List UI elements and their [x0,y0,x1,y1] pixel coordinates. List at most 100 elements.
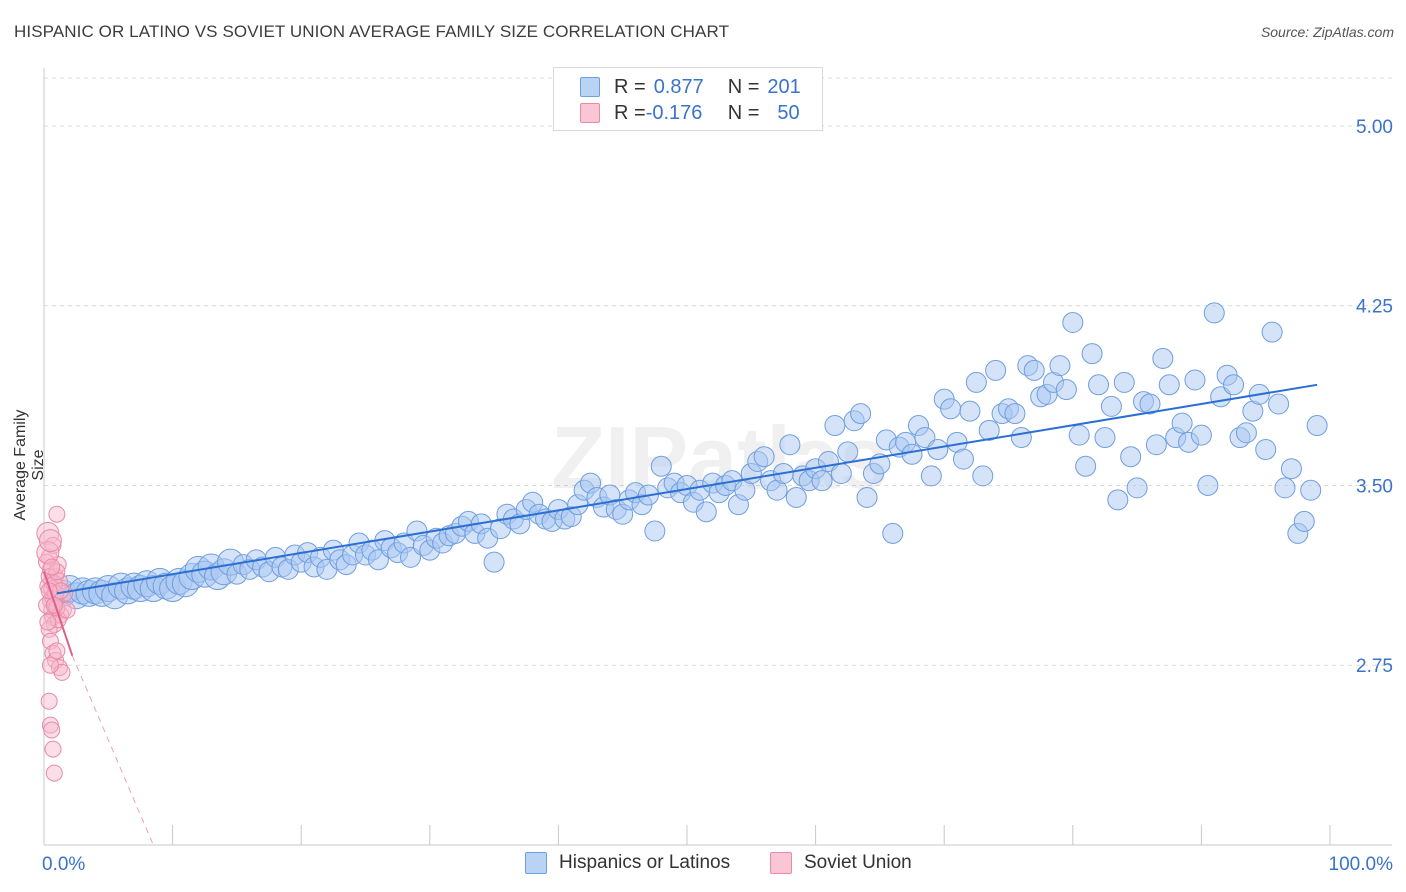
data-point-hispanic [1190,424,1212,446]
legend-n-label: N = [727,101,760,124]
y-tick-label: 5.00 [1356,117,1393,138]
data-point-hispanic [785,486,807,508]
correlation-legend: R = 0.877 N = 201 R = -0.176 N = 50 [553,67,823,131]
legend-swatch-pink [770,852,792,874]
data-point-hispanic [1094,427,1116,449]
data-point-hispanic [856,486,878,508]
data-point-hispanic [985,359,1007,381]
legend-n-value: 50 [777,101,800,124]
trend-lines [43,383,1318,846]
legend-label: Soviet Union [804,852,912,873]
data-point-soviet [48,505,66,523]
legend-row-hispanic: R = 0.877 N = 201 [580,74,801,100]
data-point-soviet [40,692,58,710]
data-point-hispanic [914,427,936,449]
data-point-hispanic [1081,343,1103,365]
trend-line-soviet [43,571,74,656]
legend-r-value: -0.176 [645,101,703,124]
data-point-soviet [38,529,62,553]
data-point-hispanic [1280,458,1302,480]
data-point-hispanic [850,403,872,425]
data-point-hispanic [811,470,833,492]
axes [43,68,1392,846]
data-point-hispanic [1010,427,1032,449]
chart-title: HISPANIC OR LATINO VS SOVIET UNION AVERA… [14,22,730,41]
data-point-hispanic [1145,434,1167,456]
data-point-soviet [39,613,57,631]
data-point-hispanic [1068,424,1090,446]
data-point-hispanic [978,419,1000,441]
data-point-hispanic [367,549,389,571]
data-point-hispanic [1126,477,1148,499]
trend-line-soviet-extension [71,655,154,846]
data-point-hispanic [1306,415,1328,437]
data-point-soviet [36,541,60,565]
data-point-hispanic [882,522,904,544]
y-tick-label: 4.25 [1356,297,1393,318]
source-credit: Source: ZipAtlas.com [1260,24,1394,40]
data-point-hispanic [1049,355,1071,377]
y-tick-label: 2.75 [1356,656,1393,677]
data-point-soviet [58,601,76,619]
data-point-hispanic [1235,422,1257,444]
data-point-soviet [48,642,66,660]
legend-r-label: R = [614,75,646,98]
data-point-hispanic [1023,359,1045,381]
y-tick-label: 3.50 [1356,476,1393,497]
legend-swatch-pink [580,103,600,123]
data-point-hispanic [1197,474,1219,496]
data-point-hispanic [959,400,981,422]
x-tick-labels: 0.0% 100.0% [42,854,1393,875]
soviet-points [36,505,76,782]
data-point-hispanic [1274,477,1296,499]
data-point-hispanic [1152,347,1174,369]
data-point-soviet [45,764,63,782]
data-point-hispanic [650,455,672,477]
data-point-soviet [41,656,59,674]
data-point-hispanic [824,415,846,437]
data-point-hispanic [1300,479,1322,501]
x-tick-label: 0.0% [42,854,85,875]
data-point-hispanic [1268,393,1290,415]
data-point-hispanic [483,551,505,573]
data-point-soviet [43,558,61,576]
data-point-hispanic [1120,446,1142,468]
data-point-hispanic [965,371,987,393]
data-point-hispanic [1203,302,1225,324]
data-point-hispanic [952,448,974,470]
data-point-hispanic [695,501,717,523]
legend-r-value: 0.877 [653,75,704,98]
data-point-hispanic [1293,510,1315,532]
data-point-hispanic [920,465,942,487]
data-point-soviet [44,740,62,758]
x-tick-label: 100.0% [1329,854,1394,875]
legend-n-label: N = [727,75,760,98]
data-point-hispanic [940,398,962,420]
data-point-hispanic [1223,374,1245,396]
data-point-hispanic [1261,321,1283,343]
legend-n-value: 201 [767,75,801,98]
data-point-hispanic [644,520,666,542]
data-point-hispanic [1062,311,1084,333]
trend-line-hispanic [56,383,1318,595]
legend-label: Hispanics or Latinos [559,852,731,873]
legend-item-hispanic: Hispanics or Latinos [525,852,730,874]
data-point-hispanic [1100,395,1122,417]
legend-swatch-blue [580,77,600,97]
legend-row-soviet: R = -0.176 N = 50 [580,100,800,126]
data-point-hispanic [779,434,801,456]
data-point-hispanic [400,546,422,568]
y-tick-labels: 2.75 3.50 4.25 5.00 [1356,117,1393,677]
data-point-hispanic [753,446,775,468]
legend-swatch-blue [525,852,547,874]
data-point-hispanic [901,443,923,465]
data-point-hispanic [972,465,994,487]
y-axis-label: Average Family Size [12,409,47,521]
data-point-hispanic [837,441,859,463]
data-point-hispanic [1004,403,1026,425]
legend-item-soviet: Soviet Union [770,852,912,874]
data-point-hispanic [1184,369,1206,391]
data-point-soviet [48,563,66,581]
data-point-hispanic [1075,455,1097,477]
